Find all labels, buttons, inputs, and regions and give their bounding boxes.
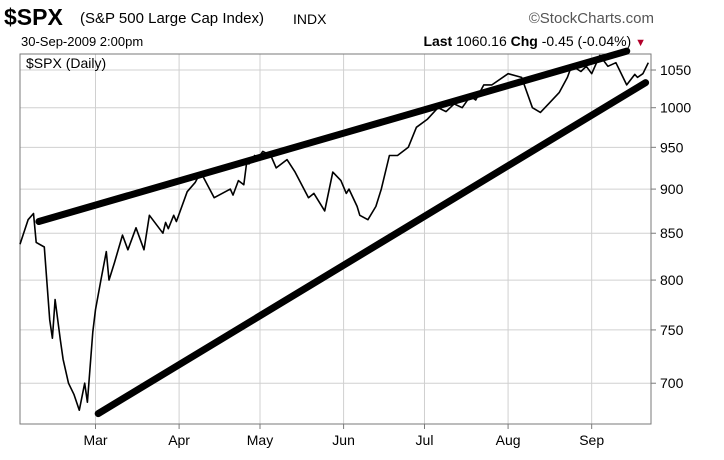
x-tick-label: Jul <box>416 432 434 448</box>
lower-trend-line <box>94 79 650 418</box>
x-tick-label: Aug <box>496 432 521 448</box>
index-name: (S&P 500 Large Cap Index) <box>80 10 265 27</box>
brand-logo: ©StockCharts.com <box>528 10 654 27</box>
y-tick-label: 950 <box>660 139 684 155</box>
x-tick-label: Apr <box>168 432 190 448</box>
last-label: Last <box>423 33 453 49</box>
quote-datetime: 30-Sep-2009 2:00pm <box>21 34 144 49</box>
y-tick-label: 1000 <box>660 100 691 116</box>
chg-down-arrow-icon: ▼ <box>635 37 646 49</box>
y-tick-label: 700 <box>660 375 684 391</box>
y-tick-label: 1050 <box>660 62 691 78</box>
exchange-code: INDX <box>293 11 327 27</box>
chg-value: -0.45 (-0.04%) <box>541 33 632 49</box>
x-tick-label: Sep <box>579 432 604 448</box>
last-value: 1060.16 <box>456 33 507 49</box>
x-tick-label: May <box>247 432 273 448</box>
x-tick-label: Jun <box>332 432 355 448</box>
trend-lines <box>35 47 650 418</box>
quote-summary: Last 1060.16 Chg -0.45 (-0.04%) ▼ <box>423 33 646 49</box>
y-tick-label: 800 <box>660 272 684 288</box>
x-tick-label: Mar <box>83 432 107 448</box>
chart-symbol: $SPX <box>4 4 63 30</box>
chg-label: Chg <box>510 33 538 49</box>
y-tick-label: 750 <box>660 322 684 338</box>
y-tick-label: 900 <box>660 181 684 197</box>
upper-trend-line <box>35 47 631 226</box>
chart-grid <box>20 54 651 424</box>
y-tick-label: 850 <box>660 225 684 241</box>
chart-axes: 700 750 800 850 900 950 1000 1050 Mar Apr May Jun Ju… <box>19 53 691 448</box>
price-line <box>19 54 650 411</box>
plot-frame <box>19 53 652 425</box>
panel-label: $SPX (Daily) <box>26 55 107 71</box>
